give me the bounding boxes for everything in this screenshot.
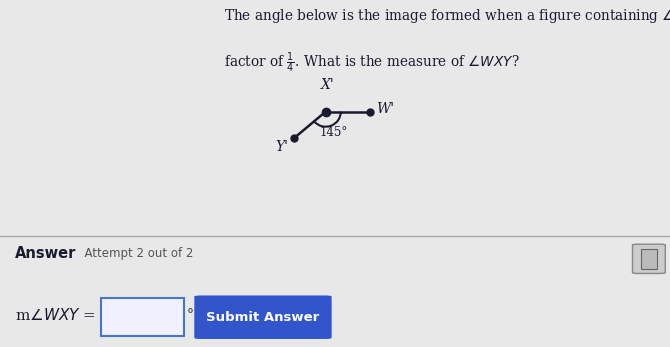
Text: 145°: 145°	[319, 126, 347, 139]
Text: Answer: Answer	[15, 246, 76, 261]
Text: X': X'	[321, 78, 335, 92]
Text: Y': Y'	[275, 140, 288, 154]
Text: Attempt 2 out of 2: Attempt 2 out of 2	[77, 247, 194, 260]
Text: m$\angle WXY$ =: m$\angle WXY$ =	[15, 307, 96, 323]
FancyBboxPatch shape	[632, 244, 665, 273]
Text: W': W'	[376, 102, 394, 116]
Text: The angle below is the image formed when a figure containing $\angle WXY$ is dil: The angle below is the image formed when…	[224, 7, 670, 25]
Text: Submit Answer: Submit Answer	[206, 311, 320, 324]
Text: °: °	[186, 308, 193, 322]
Text: factor of $\frac{1}{4}$. What is the measure of $\angle WXY$?: factor of $\frac{1}{4}$. What is the mea…	[224, 51, 519, 75]
FancyBboxPatch shape	[641, 249, 657, 269]
FancyBboxPatch shape	[194, 295, 332, 339]
FancyBboxPatch shape	[100, 298, 184, 336]
